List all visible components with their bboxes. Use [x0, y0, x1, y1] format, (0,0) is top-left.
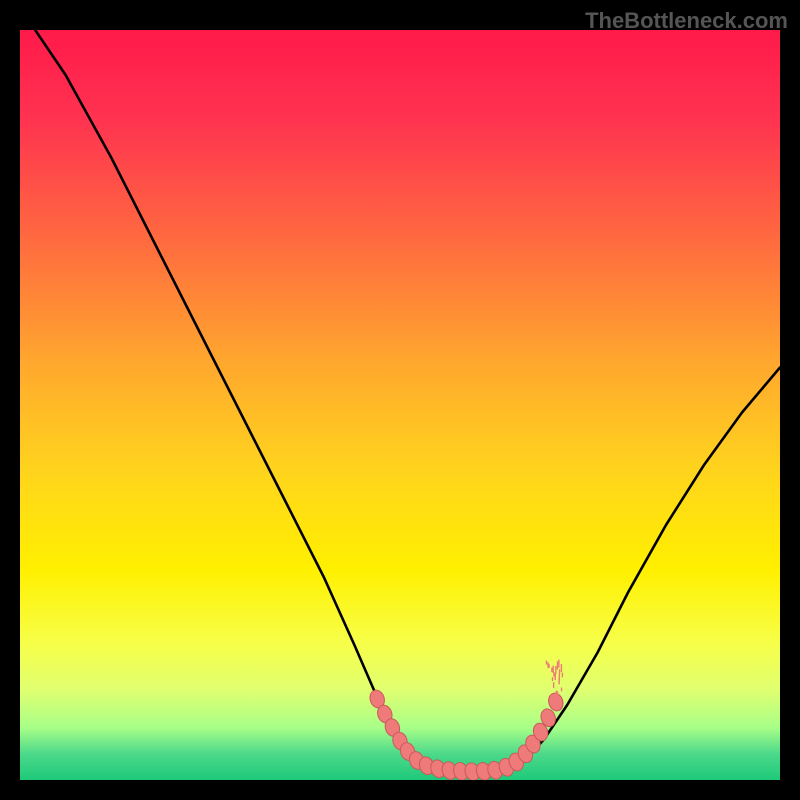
chart-container: { "watermark": { "text": "TheBottleneck.…: [0, 0, 800, 800]
gradient-background: [20, 30, 780, 780]
plot-area: [20, 30, 780, 780]
watermark: TheBottleneck.com: [585, 8, 788, 34]
plot-svg: [20, 30, 780, 780]
